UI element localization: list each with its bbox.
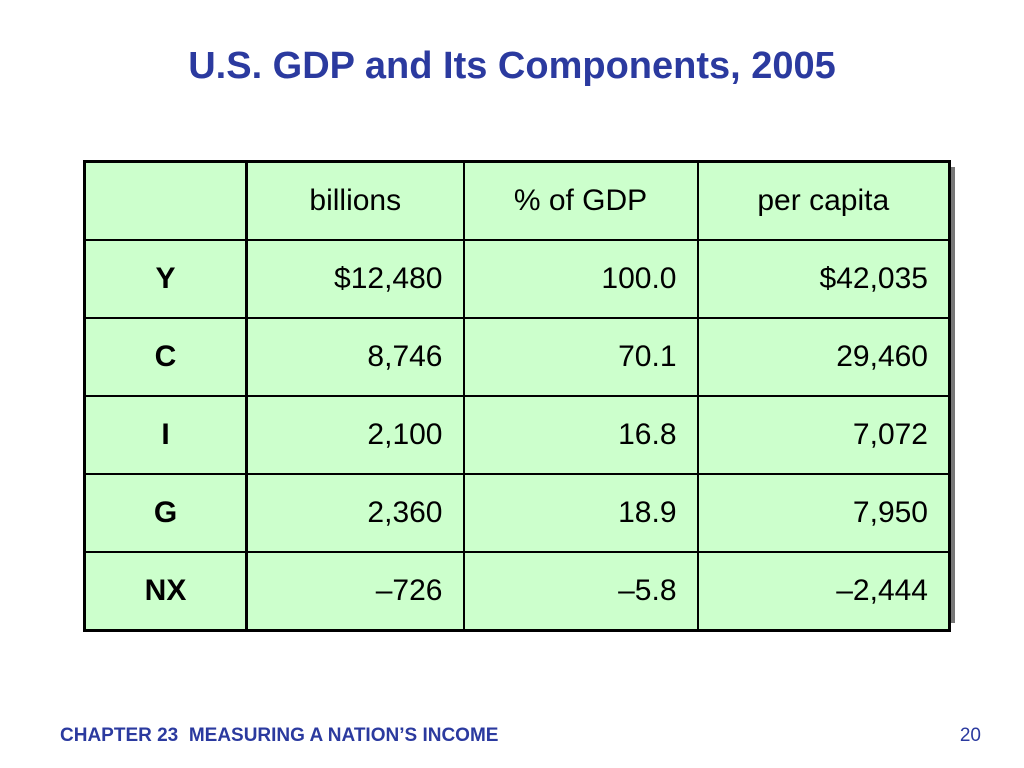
row-label: NX bbox=[83, 551, 248, 632]
table-row: I 2,100 16.8 7,072 bbox=[83, 395, 951, 475]
billions-cell: 2,360 bbox=[245, 473, 465, 553]
row-label: C bbox=[83, 317, 248, 397]
gdp-components-table: billions % of GDP per capita Y $12,480 1… bbox=[83, 160, 951, 632]
billions-cell: $12,480 bbox=[245, 239, 465, 319]
header-cell-billions: billions bbox=[245, 160, 465, 241]
per-capita-cell: 7,950 bbox=[696, 473, 951, 553]
table-row: G 2,360 18.9 7,950 bbox=[83, 473, 951, 553]
header-cell-pct-gdp: % of GDP bbox=[462, 160, 699, 241]
page-number: 20 bbox=[959, 725, 981, 746]
table-row: NX –726 –5.8 –2,444 bbox=[83, 551, 951, 632]
billions-cell: –726 bbox=[245, 551, 465, 632]
chapter-title: MEASURING A NATION’S INCOME bbox=[188, 725, 499, 746]
row-label: I bbox=[83, 395, 248, 475]
per-capita-cell: –2,444 bbox=[696, 551, 951, 632]
row-label: G bbox=[83, 473, 248, 553]
billions-cell: 8,746 bbox=[245, 317, 465, 397]
billions-cell: 2,100 bbox=[245, 395, 465, 475]
table-row: Y $12,480 100.0 $42,035 bbox=[83, 239, 951, 319]
pct-gdp-cell: –5.8 bbox=[462, 551, 699, 632]
pct-gdp-cell: 70.1 bbox=[462, 317, 699, 397]
pct-gdp-cell: 16.8 bbox=[462, 395, 699, 475]
table-row: C 8,746 70.1 29,460 bbox=[83, 317, 951, 397]
pct-gdp-cell: 18.9 bbox=[462, 473, 699, 553]
per-capita-cell: 7,072 bbox=[696, 395, 951, 475]
chapter-footer: CHAPTER 23 MEASURING A NATION’S INCOME bbox=[60, 725, 498, 747]
gdp-table-container: billions % of GDP per capita Y $12,480 1… bbox=[83, 160, 951, 632]
slide-title: U.S. GDP and Its Components, 2005 bbox=[188, 45, 836, 87]
per-capita-cell: 29,460 bbox=[696, 317, 951, 397]
header-cell-empty bbox=[83, 160, 248, 241]
chapter-number: CHAPTER 23 bbox=[60, 725, 179, 746]
row-label: Y bbox=[83, 239, 248, 319]
table-header-row: billions % of GDP per capita bbox=[83, 160, 951, 241]
header-cell-per-capita: per capita bbox=[696, 160, 951, 241]
per-capita-cell: $42,035 bbox=[696, 239, 951, 319]
pct-gdp-cell: 100.0 bbox=[462, 239, 699, 319]
